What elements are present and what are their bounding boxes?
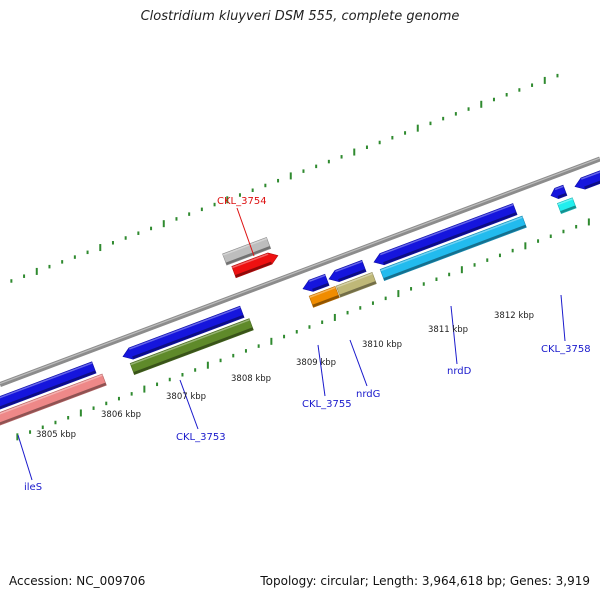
gene-leader-line: [179, 379, 199, 430]
gene-leader-line: [450, 305, 458, 365]
gene-leader-line: [236, 207, 255, 257]
cds-nrdG-edge: [338, 268, 367, 282]
cds-nrdG: [328, 259, 367, 282]
cds-ckl3758-edge: [557, 192, 567, 199]
scale-label: 3808 kbp: [231, 374, 271, 384]
accession-text: Accession: NC_009706: [9, 574, 146, 588]
gene-label: nrdG: [356, 389, 380, 400]
backbone-highlight: [0, 157, 600, 385]
gene-ckl3754: [222, 236, 272, 266]
gene-nrdD: [379, 215, 527, 282]
cds-ileS-edge: [0, 370, 97, 409]
cds-next-shine: [581, 171, 600, 180]
cds-ckl3754-edge: [235, 261, 272, 278]
scale-label: 3809 kbp: [296, 358, 336, 368]
cds-nrdD-shine: [380, 203, 514, 256]
gene-leader-line: [349, 339, 368, 387]
gene-nrdD-edge: [383, 224, 527, 281]
cds-ckl3755-shine: [309, 274, 326, 283]
gene-ckl3753-edge: [133, 327, 254, 375]
gene-nrdG-shine: [336, 272, 373, 288]
cds-nrdD: [373, 203, 518, 266]
cds-ckl3754: [231, 252, 279, 279]
cds-ckl3753-edge: [132, 314, 245, 359]
gene-nrdG: [335, 272, 377, 298]
gene-ckl3755-shine: [309, 286, 336, 298]
gene-leader-line: [560, 294, 566, 342]
gene-ileS-edge: [0, 382, 107, 425]
scale-label: 3806 kbp: [101, 410, 141, 420]
gene-ckl3753-shine: [130, 319, 250, 366]
backbone-line: [0, 156, 600, 387]
cds-ckl3754-shine: [231, 253, 269, 269]
gene-ckl3758-shine: [557, 198, 574, 206]
cds-nrdD-edge: [383, 212, 518, 265]
gene-label: CKL_3758: [541, 344, 591, 355]
gene-ckl3754-edge: [225, 246, 271, 265]
gene-leader-line: [317, 344, 326, 397]
cds-ileS-shine: [0, 362, 93, 399]
labels: 3805 kbp 3806 kbp 3807 kbp 3808 kbp 3809 kbp…: [24, 196, 591, 493]
cds-ckl3755-edge: [312, 282, 330, 292]
cds-ckl3753: [122, 305, 245, 360]
gene-label: CKL_3754: [217, 196, 267, 207]
genome-summary-text: Topology: circular; Length: 3,964,618 bp…: [260, 574, 590, 588]
gene-features: [0, 170, 600, 426]
map-title: Clostridium kluyveri DSM 555, complete g…: [140, 9, 460, 24]
scale-label: 3805 kbp: [36, 430, 76, 440]
backbone: [0, 156, 600, 387]
gene-nrdG-edge: [339, 281, 377, 297]
gene-label: nrdD: [447, 366, 472, 377]
gene-ckl3755: [308, 285, 340, 308]
gene-label: CKL_3753: [176, 432, 226, 443]
gene-label: CKL_3755: [302, 399, 352, 410]
gene-ckl3758-edge: [560, 205, 577, 214]
gene-ckl3755-edge: [312, 295, 340, 308]
scale-label: 3810 kbp: [362, 340, 402, 350]
label-leaders: [17, 207, 566, 481]
gene-nrdD-shine: [380, 216, 523, 272]
cds-ckl3753-shine: [129, 306, 241, 350]
gene-ckl3753: [129, 318, 254, 376]
cds-next-edge: [584, 180, 600, 189]
cds-ckl3758-shine: [554, 185, 564, 191]
cds-nrdG-shine: [335, 260, 363, 273]
scale-label: 3811 kbp: [428, 325, 468, 335]
gene-ileS-shine: [0, 374, 103, 415]
scale-label: 3807 kbp: [166, 392, 206, 402]
gene-leader-line: [17, 434, 33, 481]
scale-label: 3812 kbp: [494, 311, 534, 321]
gene-label: ileS: [24, 482, 42, 493]
gene-ckl3754-shine: [222, 237, 268, 256]
gene-ckl3758: [556, 197, 577, 215]
scale-ticks: [10, 73, 590, 441]
